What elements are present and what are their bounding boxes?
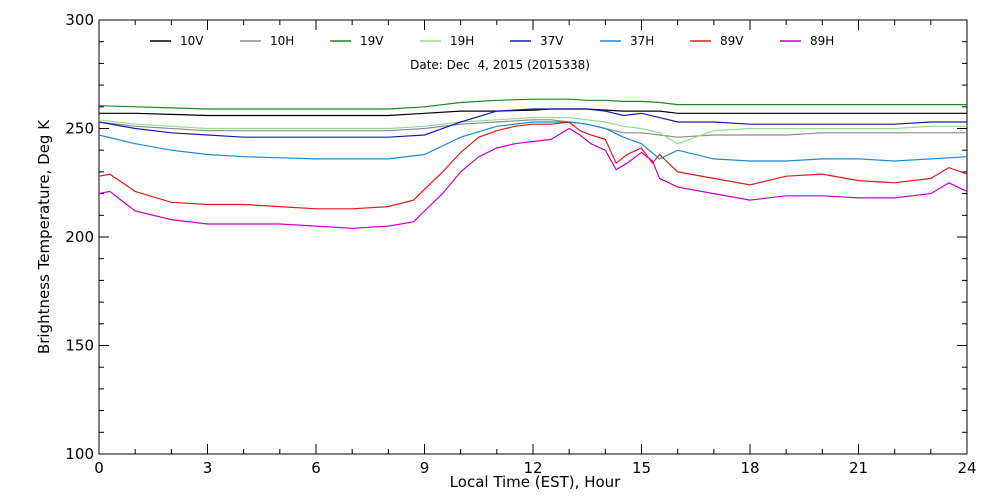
- axis-ticks: [98, 19, 968, 455]
- axis-tick-labels: 0 3 6 9 12 15 18 21 24 100 150 200 250 300: [65, 11, 976, 477]
- x-tick-label: 9: [420, 459, 430, 477]
- series-line-10v: [99, 108, 967, 117]
- legend-label-37v: 37V: [540, 34, 564, 48]
- series-line-37v: [98, 108, 967, 138]
- plot-frame: [98, 19, 968, 455]
- x-tick-label: 21: [849, 459, 868, 477]
- y-axis-label: Brightness Temperature, Deg K: [35, 119, 53, 354]
- series-line-89h: [98, 127, 968, 229]
- legend-label-19v: 19V: [360, 34, 384, 48]
- legend-label-10v: 10V: [180, 34, 204, 48]
- x-tick-label: 0: [94, 459, 104, 477]
- x-tick-label: 18: [740, 459, 759, 477]
- series-line-19v: [98, 98, 967, 110]
- legend: 10V 10H 19V 19H 37V 37H 89V 89H: [150, 34, 834, 48]
- y-tick-label: 100: [65, 445, 94, 463]
- x-tick-label: 15: [632, 459, 651, 477]
- chart-subtitle: Date: Dec 4, 2015 (2015338): [410, 58, 590, 72]
- y-tick-label: 250: [65, 120, 94, 138]
- x-tick-label: 12: [523, 459, 542, 477]
- legend-label-89h: 89H: [810, 34, 834, 48]
- y-tick-label: 300: [65, 11, 94, 29]
- legend-label-19h: 19H: [450, 34, 474, 48]
- legend-label-89v: 89V: [720, 34, 744, 48]
- x-tick-label: 24: [957, 459, 976, 477]
- series-line-89v: [98, 121, 968, 210]
- y-tick-label: 150: [65, 337, 94, 355]
- legend-label-10h: 10H: [270, 34, 294, 48]
- series-lines: [98, 98, 968, 229]
- x-axis-label: Local Time (EST), Hour: [450, 473, 621, 491]
- legend-label-37h: 37H: [630, 34, 654, 48]
- x-tick-label: 6: [311, 459, 321, 477]
- y-tick-label: 200: [65, 228, 94, 246]
- series-line-19h: [98, 116, 967, 145]
- x-tick-label: 3: [203, 459, 213, 477]
